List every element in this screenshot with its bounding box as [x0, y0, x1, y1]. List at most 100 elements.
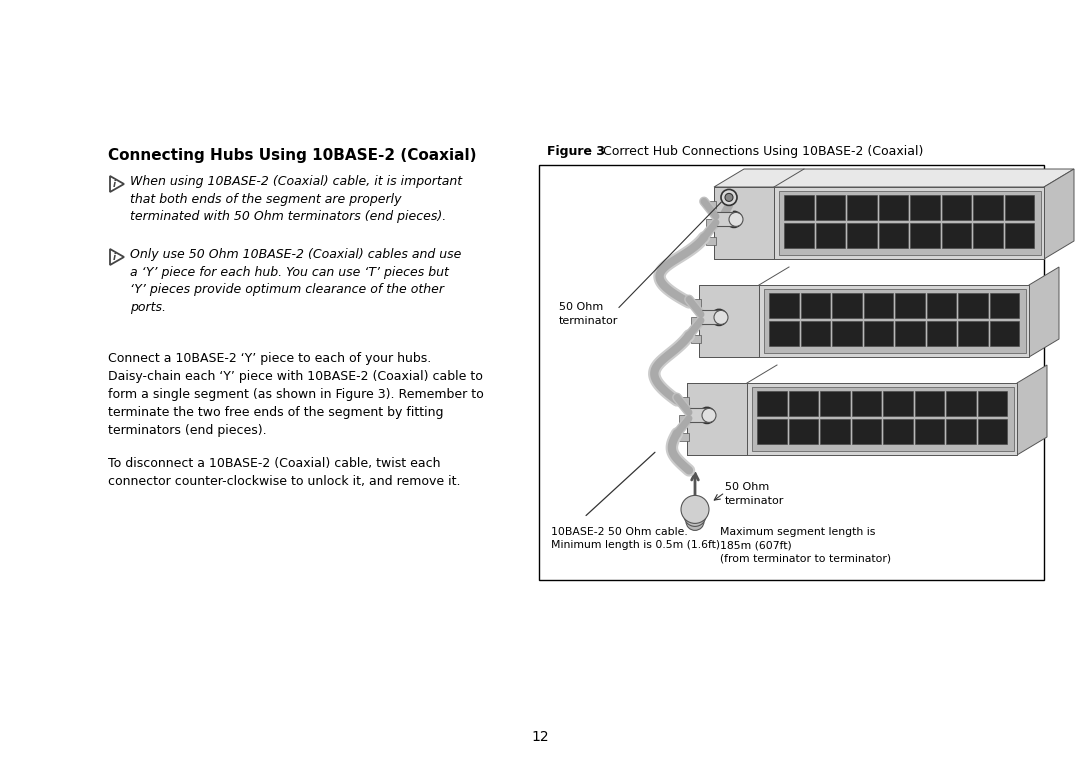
Text: 50 Ohm
terminator: 50 Ohm terminator: [725, 482, 784, 506]
Bar: [784, 195, 813, 220]
Text: Connecting Hubs Using 10BASE-2 (Coaxial): Connecting Hubs Using 10BASE-2 (Coaxial): [108, 148, 476, 163]
Bar: [958, 293, 987, 318]
Circle shape: [711, 310, 727, 325]
Bar: [757, 419, 786, 444]
Bar: [832, 293, 862, 318]
Bar: [989, 293, 1020, 318]
Circle shape: [730, 215, 738, 224]
Bar: [691, 335, 701, 343]
Circle shape: [714, 311, 728, 324]
Circle shape: [681, 495, 708, 523]
Bar: [942, 195, 971, 220]
Bar: [927, 293, 956, 318]
Circle shape: [699, 407, 715, 423]
Text: i: i: [113, 253, 116, 262]
Bar: [910, 223, 940, 248]
Bar: [883, 391, 913, 416]
Bar: [977, 419, 1007, 444]
Circle shape: [726, 211, 742, 227]
Bar: [927, 321, 956, 346]
Polygon shape: [714, 169, 1074, 187]
Bar: [784, 223, 813, 248]
Circle shape: [684, 504, 706, 526]
Bar: [701, 311, 719, 324]
Bar: [1004, 223, 1034, 248]
Bar: [864, 293, 893, 318]
Polygon shape: [1029, 267, 1059, 357]
Bar: [946, 419, 975, 444]
Bar: [757, 391, 786, 416]
Bar: [883, 419, 913, 444]
Bar: [691, 317, 701, 325]
Bar: [679, 433, 689, 441]
Polygon shape: [752, 387, 1014, 451]
Bar: [910, 195, 940, 220]
Bar: [706, 201, 716, 209]
Text: Figure 3: Figure 3: [546, 145, 605, 158]
Circle shape: [729, 212, 743, 227]
Polygon shape: [1044, 169, 1074, 259]
Circle shape: [703, 411, 711, 420]
Bar: [895, 321, 924, 346]
Text: i: i: [113, 179, 116, 188]
Bar: [788, 391, 818, 416]
Bar: [895, 293, 924, 318]
Bar: [851, 391, 881, 416]
Bar: [769, 321, 798, 346]
Circle shape: [702, 408, 716, 423]
Polygon shape: [714, 187, 1044, 259]
Bar: [815, 223, 845, 248]
Text: To disconnect a 10BASE-2 (Coaxial) cable, twist each
connector counter-clockwise: To disconnect a 10BASE-2 (Coaxial) cable…: [108, 457, 460, 488]
Bar: [989, 321, 1020, 346]
Bar: [815, 195, 845, 220]
Polygon shape: [687, 383, 747, 455]
Bar: [958, 321, 987, 346]
Bar: [679, 415, 689, 423]
Circle shape: [686, 513, 704, 530]
Polygon shape: [764, 289, 1026, 353]
Polygon shape: [714, 187, 774, 259]
Bar: [915, 419, 944, 444]
Bar: [847, 223, 877, 248]
Bar: [788, 419, 818, 444]
Text: Maximum segment length is
185m (607ft)
(from terminator to terminator): Maximum segment length is 185m (607ft) (…: [720, 527, 891, 563]
Bar: [820, 419, 850, 444]
Bar: [1004, 195, 1034, 220]
Text: 10BASE-2 50 Ohm cable.
Minimum length is 0.5m (1.6ft): 10BASE-2 50 Ohm cable. Minimum length is…: [551, 527, 720, 550]
Bar: [864, 321, 893, 346]
Bar: [851, 419, 881, 444]
Bar: [539, 165, 1044, 580]
Polygon shape: [699, 285, 759, 357]
Polygon shape: [687, 383, 1017, 455]
Bar: [915, 391, 944, 416]
Circle shape: [715, 314, 723, 321]
Bar: [706, 219, 716, 227]
Bar: [689, 408, 707, 423]
Bar: [942, 223, 971, 248]
Circle shape: [725, 193, 733, 201]
Bar: [800, 293, 831, 318]
Text: When using 10BASE-2 (Coaxial) cable, it is important
that both ends of the segme: When using 10BASE-2 (Coaxial) cable, it …: [130, 175, 462, 223]
Bar: [769, 293, 798, 318]
Text: Connect a 10BASE-2 ‘Y’ piece to each of your hubs.
Daisy-chain each ‘Y’ piece wi: Connect a 10BASE-2 ‘Y’ piece to each of …: [108, 352, 484, 437]
Text: Correct Hub Connections Using 10BASE-2 (Coaxial): Correct Hub Connections Using 10BASE-2 (…: [595, 145, 923, 158]
Bar: [847, 195, 877, 220]
Bar: [706, 237, 716, 245]
Text: 50 Ohm
terminator: 50 Ohm terminator: [559, 302, 619, 326]
Polygon shape: [779, 191, 1041, 255]
Bar: [977, 391, 1007, 416]
Text: Only use 50 Ohm 10BASE-2 (Coaxial) cables and use
a ‘Y’ piece for each hub. You : Only use 50 Ohm 10BASE-2 (Coaxial) cable…: [130, 248, 461, 314]
Bar: [973, 223, 1002, 248]
Circle shape: [721, 189, 737, 205]
Bar: [716, 212, 734, 227]
Bar: [820, 391, 850, 416]
Polygon shape: [1017, 365, 1047, 455]
Bar: [691, 299, 701, 307]
Bar: [832, 321, 862, 346]
Bar: [878, 195, 908, 220]
Bar: [946, 391, 975, 416]
Bar: [679, 397, 689, 405]
Text: 12: 12: [531, 730, 549, 744]
Bar: [878, 223, 908, 248]
Bar: [800, 321, 831, 346]
